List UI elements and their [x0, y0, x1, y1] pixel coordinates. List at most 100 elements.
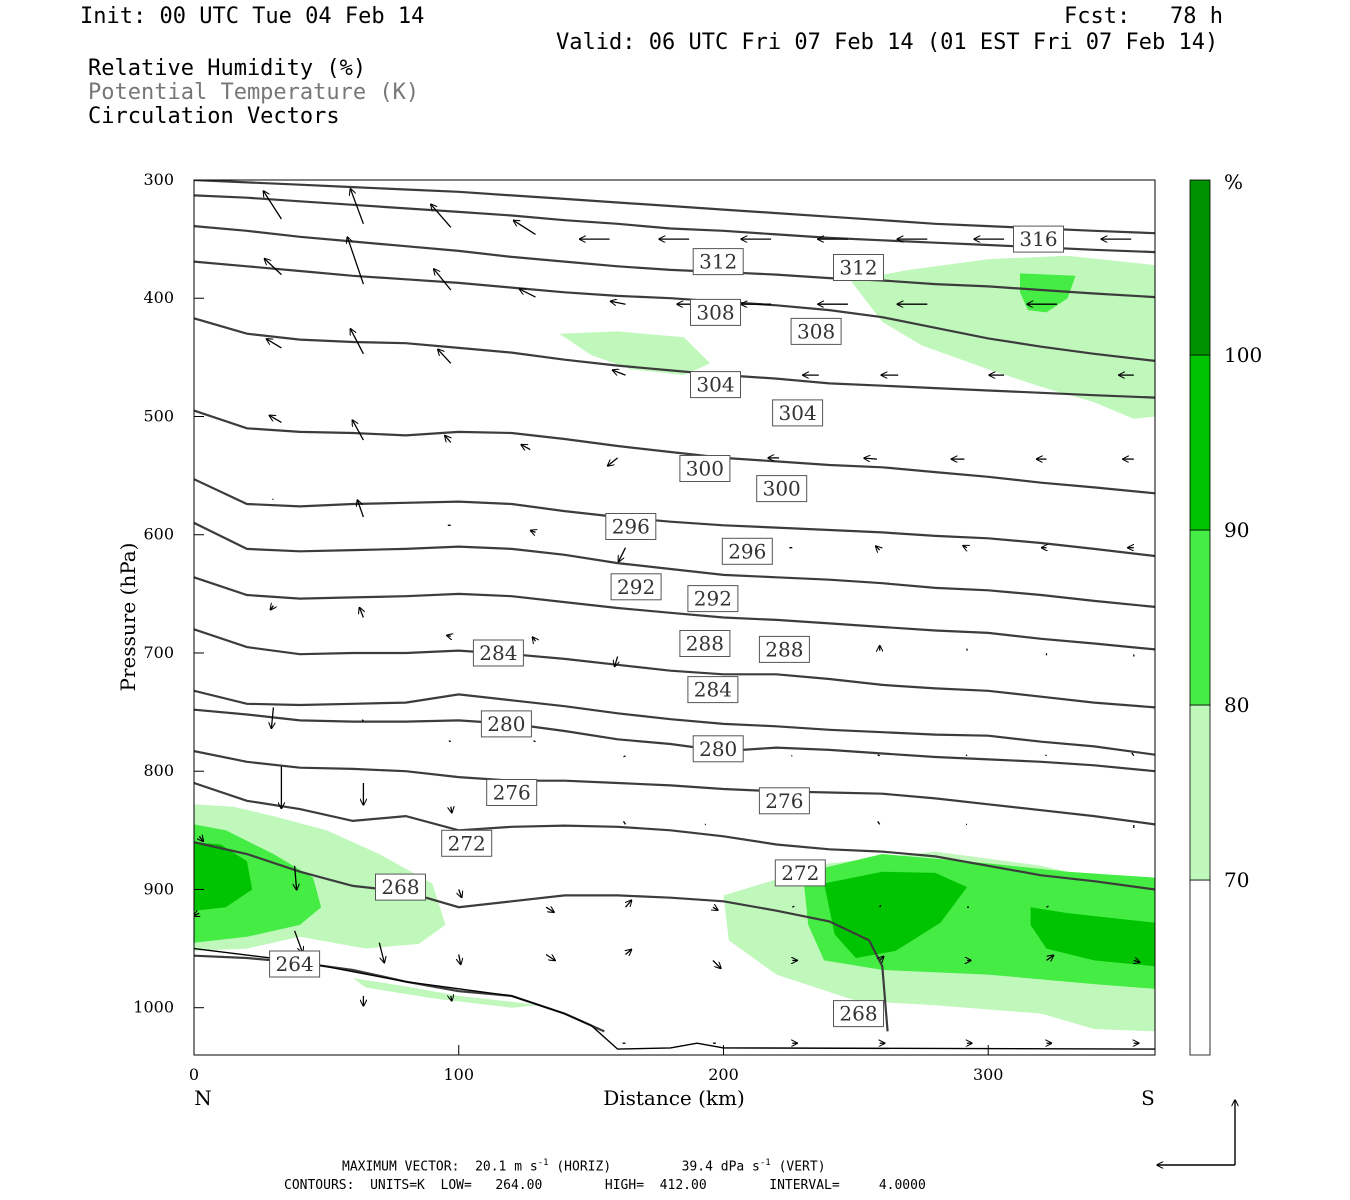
- circulation-vector: [615, 656, 618, 667]
- x-tick-label: 200: [708, 1065, 739, 1084]
- terrain-line: [194, 947, 1155, 1050]
- isentrope-304: [194, 409, 1155, 495]
- svg-text:304: 304: [696, 373, 734, 397]
- circulation-vector: [879, 904, 882, 908]
- colorbar-level-label: 100: [1224, 343, 1262, 367]
- circulation-vector: [712, 959, 721, 968]
- svg-text:264: 264: [276, 952, 314, 976]
- circulation-vector: [264, 259, 282, 276]
- circulation-vector: [713, 907, 718, 910]
- colorbar-level-label: 70: [1224, 868, 1249, 892]
- circulation-vector: [451, 996, 452, 1001]
- contour-label-288: 288: [758, 635, 810, 663]
- circulation-vector: [1045, 754, 1047, 757]
- circulation-vector: [880, 956, 884, 960]
- colorbar-segment: [1189, 354, 1211, 531]
- contour-label-292: 292: [687, 585, 739, 613]
- svg-text:312: 312: [699, 250, 737, 274]
- colorbar-level-label: 80: [1224, 693, 1249, 717]
- rh-region-70-80: [352, 978, 539, 1008]
- isentrope-320: [194, 194, 1155, 254]
- svg-text:284: 284: [694, 678, 732, 702]
- valid-time: Valid: 06 UTC Fri 07 Feb 14 (01 EST Fri …: [556, 30, 1219, 55]
- circulation-vector: [864, 458, 878, 459]
- contour-label-268: 268: [833, 1000, 884, 1028]
- isentrope-272: [194, 781, 1155, 891]
- circulation-vector: [293, 930, 303, 953]
- contour-label-304: 304: [772, 399, 824, 427]
- y-tick-label: 800: [143, 761, 174, 780]
- circulation-vector: [448, 740, 452, 743]
- circulation-vector: [271, 707, 273, 728]
- svg-text:300: 300: [686, 457, 724, 481]
- circulation-vector: [626, 950, 632, 955]
- y-tick-label: 300: [143, 170, 174, 189]
- circulation-vector: [451, 807, 452, 813]
- isentrope-316: [194, 225, 1155, 299]
- circulation-vector: [447, 635, 451, 636]
- circulation-vector: [608, 457, 619, 466]
- circulation-vector: [1134, 960, 1140, 962]
- circulation-vector: [965, 754, 968, 757]
- x-tick-label: 100: [443, 1065, 474, 1084]
- svg-text:292: 292: [617, 575, 655, 599]
- circulation-vector: [295, 865, 297, 890]
- max-vector-line: MAXIMUM VECTOR: 20.1 m s-1 (HORIZ) 39.4 …: [342, 1158, 826, 1174]
- colorbar-segment: [1189, 704, 1211, 881]
- max-vector-label: MAXIMUM VECTOR:: [342, 1159, 460, 1175]
- y-tick-label: 500: [143, 406, 174, 425]
- svg-text:308: 308: [797, 319, 835, 343]
- circulation-vector: [626, 900, 632, 908]
- contour-label-304: 304: [690, 371, 741, 399]
- rh-region-90-100: [1030, 907, 1155, 967]
- circulation-vector: [269, 415, 282, 423]
- legend-vectors: Circulation Vectors: [88, 104, 340, 129]
- circulation-vector: [545, 953, 555, 961]
- circulation-vector: [1046, 905, 1049, 908]
- circulation-vector: [611, 301, 626, 304]
- plot-frame: [193, 179, 1156, 1056]
- svg-text:276: 276: [493, 781, 531, 805]
- x-tick-label: 0: [189, 1065, 199, 1084]
- svg-text:292: 292: [694, 587, 732, 611]
- contour-label-280: 280: [692, 735, 744, 763]
- isentrope-276: [194, 750, 1155, 826]
- isentrope-288: [194, 628, 1155, 709]
- rh-region-90-100: [194, 842, 253, 911]
- svg-text:300: 300: [763, 477, 801, 501]
- rh-region-70-80: [850, 255, 1155, 419]
- contour-label-296: 296: [721, 537, 773, 565]
- y-axis-label: Pressure (hPa): [116, 543, 140, 692]
- contour-label-288: 288: [679, 630, 731, 657]
- colorbar-segment: [1189, 529, 1211, 706]
- circulation-vector: [623, 755, 626, 758]
- colorbar: 70 80 90 100: [1189, 179, 1262, 1056]
- rh-region-70-80: [559, 331, 711, 376]
- contour-label-268: 268: [375, 873, 426, 901]
- svg-text:276: 276: [765, 789, 803, 813]
- circulation-vector: [533, 740, 536, 743]
- reference-vector-icon: [1157, 1100, 1235, 1165]
- svg-text:272: 272: [781, 861, 819, 885]
- circulation-vector: [877, 754, 880, 757]
- circulation-vector: [520, 289, 536, 298]
- circulation-vector: [445, 436, 451, 443]
- y-tick-label: 600: [143, 525, 174, 544]
- circulation-vector: [434, 269, 452, 291]
- circulation-vector: [1046, 955, 1054, 960]
- max-horiz-value: 20.1 m s: [475, 1159, 538, 1175]
- isentrope-264: [194, 954, 605, 1033]
- isentrope-308: [194, 317, 1155, 399]
- contour-label-272: 272: [774, 859, 826, 887]
- circulation-vector: [459, 889, 462, 898]
- horiz-exponent: -1: [537, 1158, 549, 1168]
- circulation-vector: [521, 445, 531, 450]
- colorbar-level-label: 90: [1224, 518, 1249, 542]
- max-vert-value: 39.4 dPa s: [681, 1159, 760, 1175]
- svg-text:268: 268: [839, 1002, 877, 1026]
- vert-exponent: -1: [759, 1158, 771, 1168]
- circulation-vector: [514, 220, 536, 235]
- isentrope-284: [194, 689, 1155, 756]
- contour-label-308: 308: [790, 317, 842, 345]
